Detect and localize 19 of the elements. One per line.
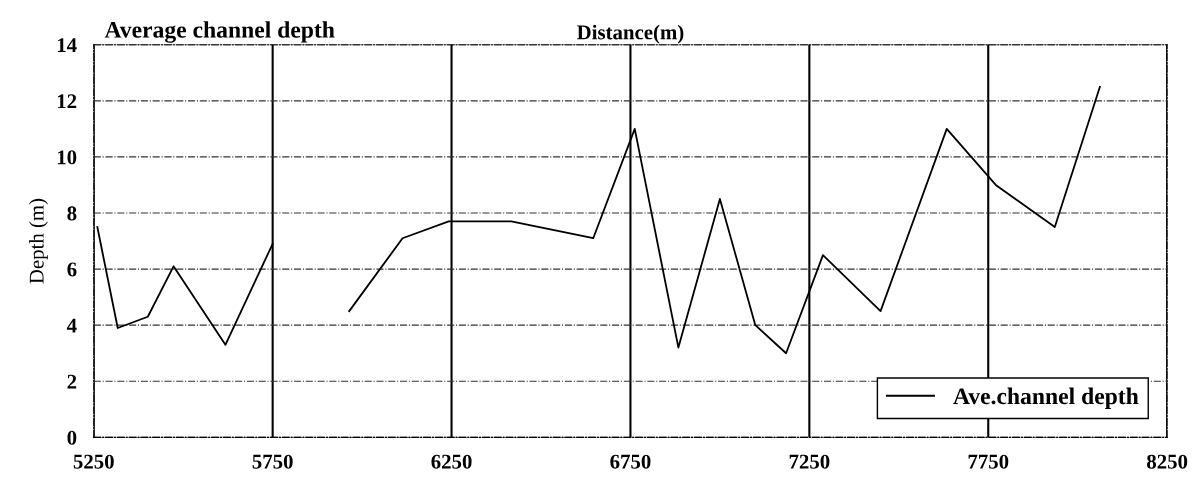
y-tick-label: 10 <box>57 150 77 165</box>
y-tick-label: 14 <box>57 38 77 52</box>
x-tick-label: 6750 <box>610 454 651 469</box>
y-tick-label: 12 <box>57 94 77 109</box>
y-tick-label: 8 <box>67 206 77 221</box>
y-tick-label: 0 <box>67 430 77 445</box>
x-tick-label: 7250 <box>789 454 830 469</box>
y-tick-label: 2 <box>67 374 77 389</box>
x-tick-label: 6250 <box>431 454 472 469</box>
y-axis-title: Depth (m) <box>29 198 48 284</box>
y-tick-label: 6 <box>67 262 77 277</box>
y-tick-label: 4 <box>66 318 77 333</box>
x-axis-title: Distance(m) <box>577 24 684 44</box>
legend-label: Ave.channel depth <box>953 387 1139 410</box>
x-tick-label: 7750 <box>968 454 1009 469</box>
chart-title: Average channel depth <box>104 21 335 43</box>
x-tick-label: 5250 <box>73 454 114 469</box>
x-tick-label: 5750 <box>252 454 293 469</box>
x-tick-label: 8250 <box>1147 454 1188 469</box>
